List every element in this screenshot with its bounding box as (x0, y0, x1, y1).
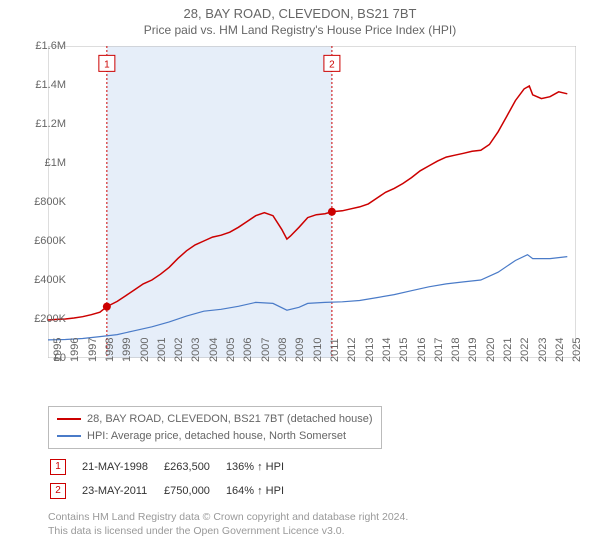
footnote-line1: Contains HM Land Registry data © Crown c… (48, 510, 408, 524)
legend-box: 28, BAY ROAD, CLEVEDON, BS21 7BT (detach… (48, 406, 382, 449)
transaction-price: £750,000 (164, 480, 224, 502)
svg-text:2: 2 (329, 59, 335, 70)
y-tick-label: £800K (26, 196, 66, 208)
transactions-table: 1 21-MAY-1998£263,500136% ↑ HPI 2 23-MAY-20… (48, 454, 300, 504)
transaction-hpi: 136% ↑ HPI (226, 456, 298, 478)
y-tick-label: £1M (26, 157, 66, 169)
legend-label: 28, BAY ROAD, CLEVEDON, BS21 7BT (detach… (87, 411, 373, 428)
transaction-marker: 1 (50, 459, 66, 475)
chart-subtitle: Price paid vs. HM Land Registry's House … (0, 23, 600, 37)
chart-container: 28, BAY ROAD, CLEVEDON, BS21 7BT Price p… (0, 0, 600, 560)
transaction-marker: 2 (50, 483, 66, 499)
transaction-row: 2 23-MAY-2011£750,000164% ↑ HPI (50, 480, 298, 502)
legend-swatch (57, 435, 81, 437)
legend-row: HPI: Average price, detached house, Nort… (57, 428, 373, 445)
y-tick-label: £200K (26, 313, 66, 325)
y-tick-label: £400K (26, 274, 66, 286)
transaction-point (328, 208, 336, 216)
transaction-date: 23-MAY-2011 (82, 480, 162, 502)
y-tick-label: £1.4M (26, 79, 66, 91)
transaction-price: £263,500 (164, 456, 224, 478)
y-tick-label: £1.6M (26, 40, 66, 52)
legend-row: 28, BAY ROAD, CLEVEDON, BS21 7BT (detach… (57, 411, 373, 428)
chart-title: 28, BAY ROAD, CLEVEDON, BS21 7BT (0, 6, 600, 21)
marker-label: 2 (324, 55, 340, 71)
legend-label: HPI: Average price, detached house, Nort… (87, 428, 346, 445)
transaction-hpi: 164% ↑ HPI (226, 480, 298, 502)
chart-svg: 12 (48, 46, 576, 358)
y-tick-label: £1.2M (26, 118, 66, 130)
title-block: 28, BAY ROAD, CLEVEDON, BS21 7BT Price p… (0, 0, 600, 41)
footnote: Contains HM Land Registry data © Crown c… (48, 510, 408, 538)
y-tick-label: £600K (26, 235, 66, 247)
svg-text:1: 1 (104, 59, 110, 70)
legend-swatch (57, 418, 81, 420)
footnote-line2: This data is licensed under the Open Gov… (48, 524, 408, 538)
transaction-date: 21-MAY-1998 (82, 456, 162, 478)
transaction-row: 1 21-MAY-1998£263,500136% ↑ HPI (50, 456, 298, 478)
transaction-point (103, 303, 111, 311)
marker-label: 1 (99, 55, 115, 71)
